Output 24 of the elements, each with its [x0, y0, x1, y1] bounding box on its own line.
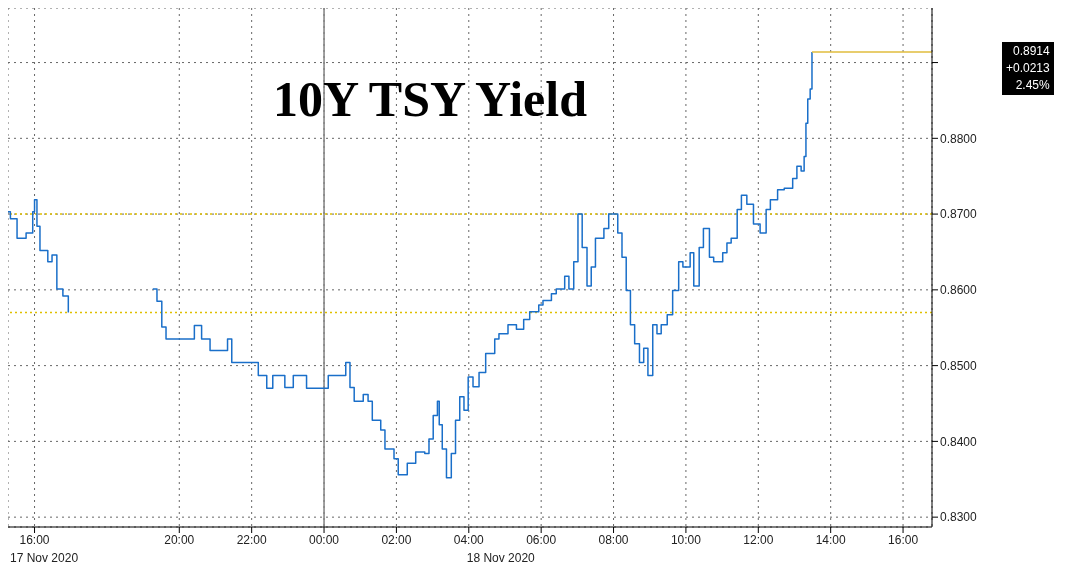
x-tick-label: 10:00 — [670, 532, 702, 547]
x-tick-label: 00:00 — [309, 532, 340, 547]
y-tick-label: 0.8700 — [940, 207, 978, 222]
text: 0.8914 — [1012, 43, 1050, 60]
y-tick-label: 0.8500 — [940, 358, 978, 373]
x-tick-label: 22:00 — [236, 532, 268, 547]
x-tick-label: 14:00 — [815, 532, 847, 547]
text: 2.45% — [1014, 77, 1050, 94]
y-tick-label: 0.8400 — [940, 434, 978, 449]
text: +0.0213 — [1006, 60, 1050, 77]
x-tick-label: 20:00 — [164, 532, 195, 547]
y-tick-label: 0.8600 — [940, 283, 978, 298]
x-tick-label: 02:00 — [381, 532, 412, 547]
text: 17 Nov 2020 — [10, 551, 79, 565]
x-tick-label: 06:00 — [526, 532, 557, 547]
x-tick-label: 04:00 — [453, 532, 485, 547]
x-tick-label: 08:00 — [598, 532, 629, 547]
x-tick-label: 12:00 — [743, 532, 774, 547]
text: 18 Nov 2020 — [466, 551, 535, 565]
text: 10Y TSY Yield — [273, 70, 587, 128]
y-tick-label: 0.8800 — [940, 131, 978, 146]
x-tick-label: 16:00 — [19, 532, 50, 547]
y-tick-label: 0.8300 — [940, 510, 978, 525]
x-tick-label: 16:00 — [888, 532, 919, 547]
